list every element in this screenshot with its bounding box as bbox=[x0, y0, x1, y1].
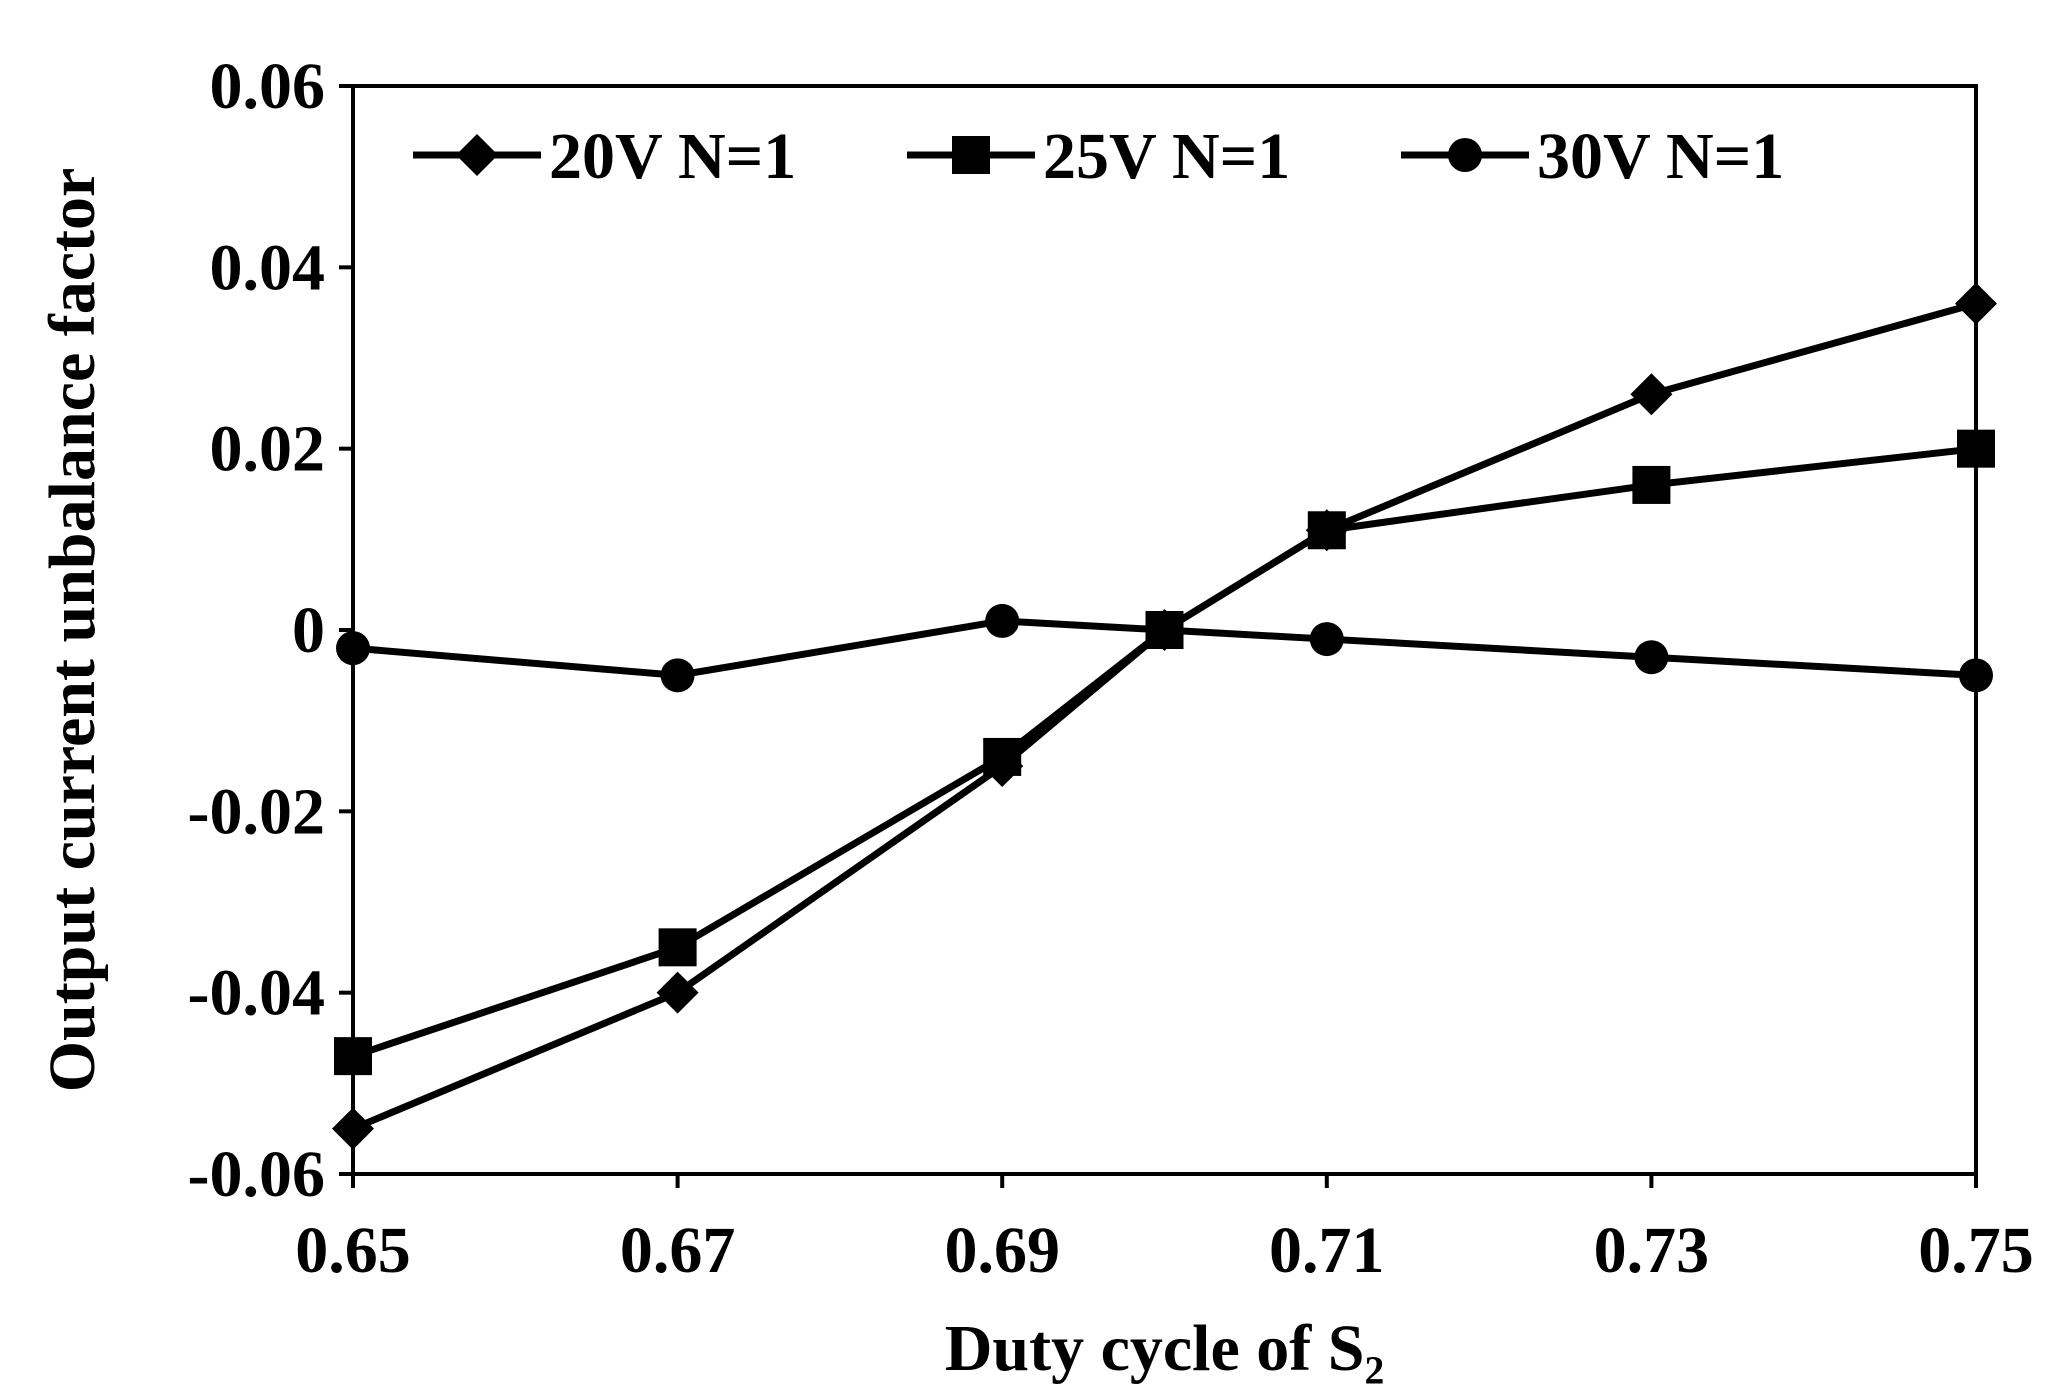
x-tick-label: 0.65 bbox=[295, 1214, 411, 1287]
x-tick-label: 0.75 bbox=[1918, 1214, 2034, 1287]
data-point-30v-n-1 bbox=[660, 658, 695, 693]
data-point-30v-n-1 bbox=[1309, 622, 1344, 657]
y-tick-label: -0.04 bbox=[188, 957, 325, 1030]
data-point-25v-n-1 bbox=[1957, 429, 1995, 468]
x-tick-label: 0.69 bbox=[944, 1214, 1060, 1287]
data-point-20v-n-1 bbox=[656, 971, 699, 1014]
y-tick-label: 0.02 bbox=[210, 413, 326, 486]
data-point-20v-n-1 bbox=[1630, 373, 1673, 416]
legend-item-30v-n-1: 30V N=1 bbox=[1401, 120, 1784, 193]
data-point-30v-n-1 bbox=[985, 603, 1020, 638]
data-point-25v-n-1 bbox=[1632, 465, 1671, 504]
x-tick-label: 0.73 bbox=[1594, 1214, 1710, 1287]
legend-marker bbox=[1448, 138, 1482, 172]
y-tick-label: 0.04 bbox=[210, 231, 326, 304]
series-30v-n-1 bbox=[336, 603, 1993, 693]
y-axis-ticks: -0.06 -0.04 -0.02 0 0.02 0.04 0.06 bbox=[188, 50, 353, 1211]
y-tick-label: 0 bbox=[292, 594, 325, 667]
x-tick-label: 0.67 bbox=[620, 1214, 736, 1287]
legend-label: 20V N=1 bbox=[549, 120, 796, 193]
y-tick-label: -0.06 bbox=[188, 1138, 325, 1211]
legend-label: 25V N=1 bbox=[1043, 120, 1290, 193]
legend-marker bbox=[952, 136, 990, 174]
data-point-20v-n-1 bbox=[1955, 282, 1997, 325]
data-point-25v-n-1 bbox=[983, 737, 1022, 776]
legend-marker bbox=[456, 134, 498, 176]
data-point-25v-n-1 bbox=[1307, 511, 1346, 550]
x-tick-label: 0.71 bbox=[1269, 1214, 1385, 1287]
series-layer bbox=[332, 282, 1997, 1150]
data-point-25v-n-1 bbox=[658, 928, 697, 967]
legend: 20V N=1 25V N=1 30V N=1 bbox=[413, 120, 1784, 193]
legend-label: 30V N=1 bbox=[1537, 120, 1784, 193]
data-point-20v-n-1 bbox=[332, 1107, 374, 1150]
legend-item-20v-n-1: 20V N=1 bbox=[413, 120, 796, 193]
data-point-30v-n-1 bbox=[1147, 613, 1182, 647]
data-point-30v-n-1 bbox=[1959, 658, 1993, 693]
x-axis-ticks: 0.65 0.67 0.69 0.71 0.73 0.75 bbox=[295, 1174, 2034, 1287]
y-tick-label: -0.02 bbox=[188, 775, 325, 848]
data-point-30v-n-1 bbox=[1634, 640, 1669, 675]
y-axis-title: Output current unbalance factor bbox=[36, 168, 109, 1093]
x-axis-title: Duty cycle of S₂ bbox=[945, 1312, 1385, 1385]
data-point-25v-n-1 bbox=[334, 1037, 372, 1076]
data-point-30v-n-1 bbox=[336, 631, 370, 666]
legend-item-25v-n-1: 25V N=1 bbox=[907, 120, 1290, 193]
y-tick-label: 0.06 bbox=[210, 50, 326, 123]
